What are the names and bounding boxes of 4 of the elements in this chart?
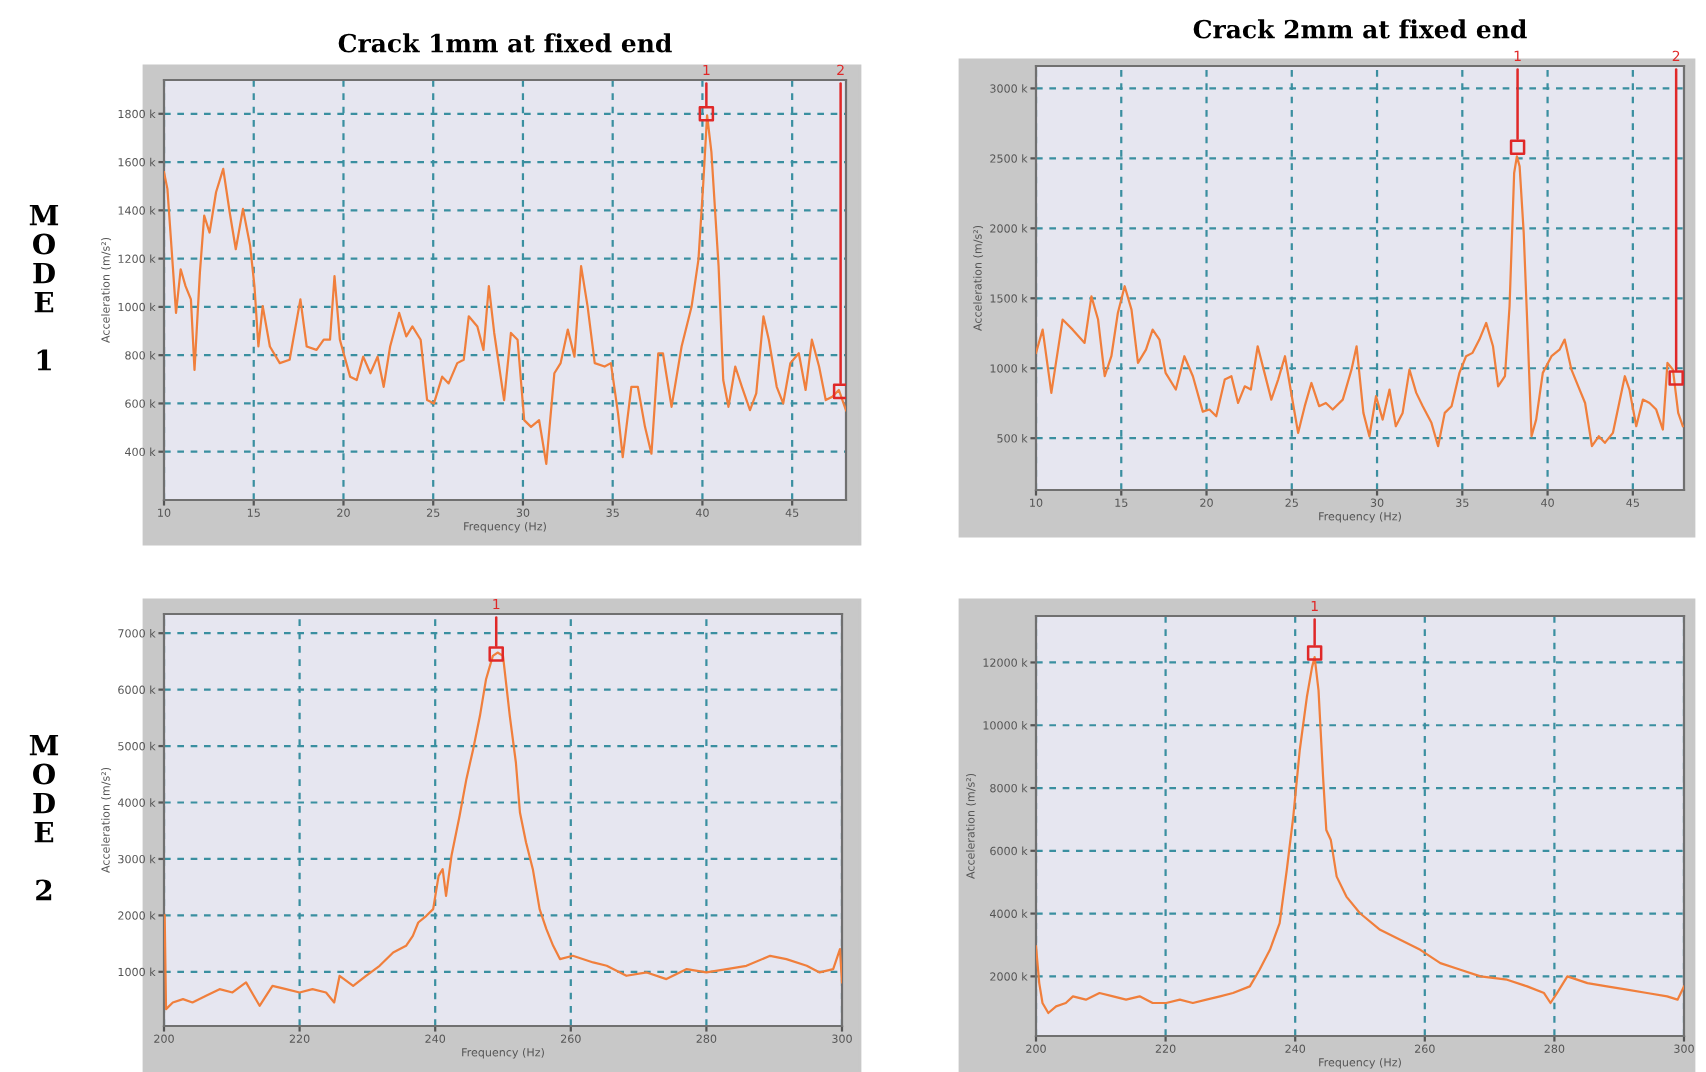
text: MODE 2 [29, 734, 59, 901]
text: MODE 1 [29, 204, 59, 371]
chart-title: Crack 1mm at fixed end [338, 33, 672, 53]
chart-title: Crack 2mm at fixed end [1193, 19, 1527, 39]
